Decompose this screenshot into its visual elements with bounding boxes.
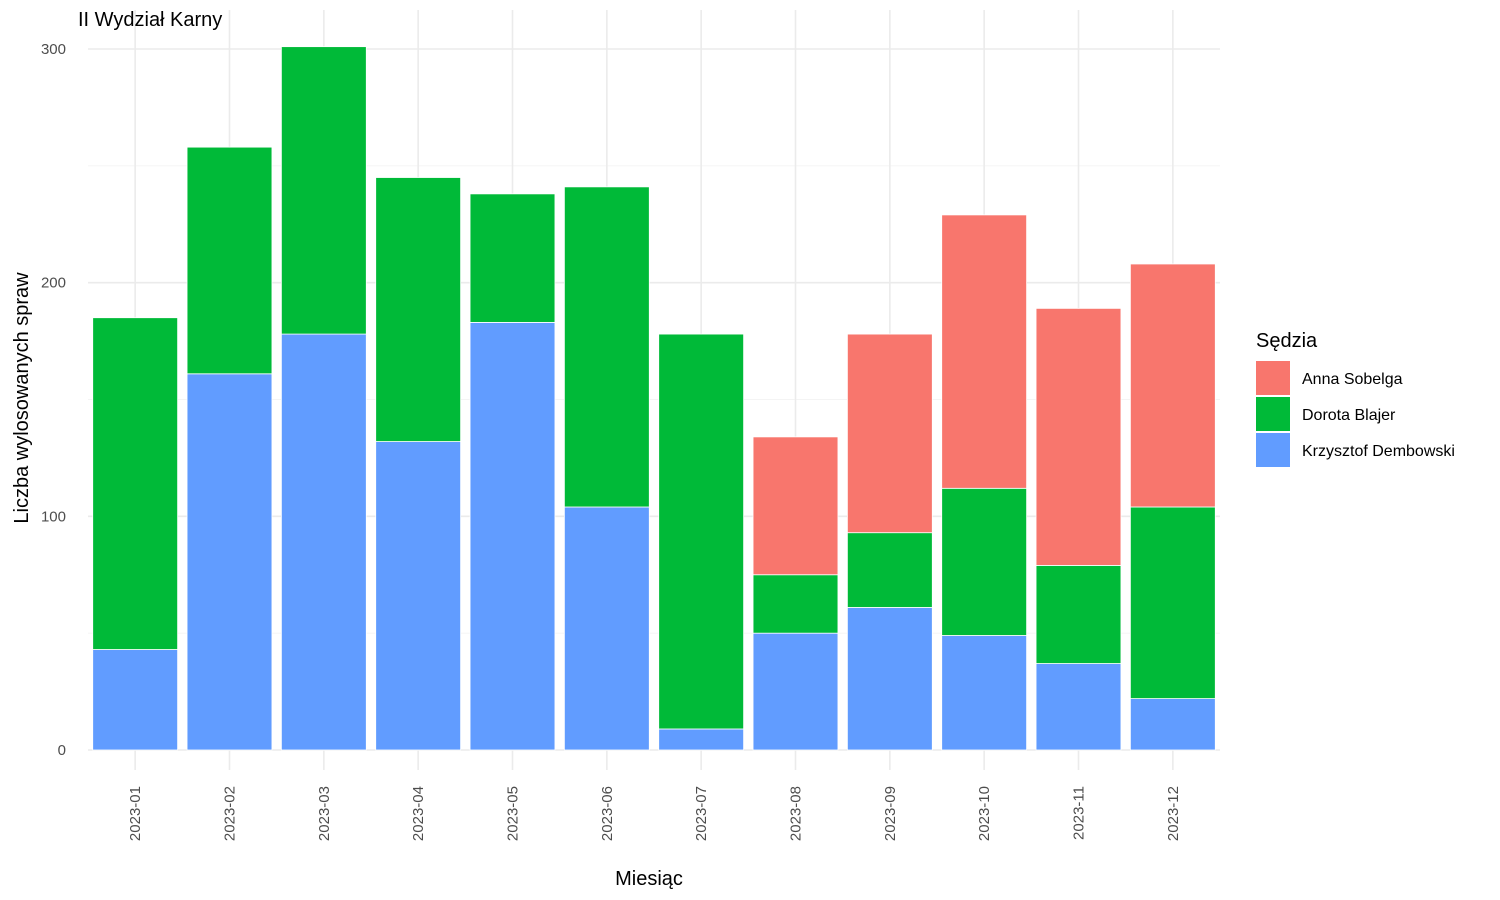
legend-key xyxy=(1256,433,1290,467)
legend-key xyxy=(1256,361,1290,395)
bar-segment xyxy=(375,177,462,442)
bar-segment xyxy=(846,532,933,608)
x-tick-label: 2023-10 xyxy=(976,786,993,841)
y-tick-label: 0 xyxy=(58,742,66,759)
bar-segment xyxy=(375,441,462,751)
x-tick-label: 2023-03 xyxy=(316,786,333,841)
bar-segment xyxy=(941,214,1028,489)
y-tick-label: 100 xyxy=(41,508,66,525)
bar-segment xyxy=(186,373,273,751)
bar-segment xyxy=(563,186,650,508)
bar-segment xyxy=(658,728,745,751)
bar-segment xyxy=(469,321,556,751)
bar-segment xyxy=(1129,506,1216,699)
x-tick-label: 2023-07 xyxy=(693,786,710,841)
bar-segment xyxy=(941,487,1028,636)
legend-label: Krzysztof Dembowski xyxy=(1302,443,1455,460)
bar-segment xyxy=(92,649,179,751)
x-tick-label: 2023-02 xyxy=(222,786,239,841)
y-tick-label: 300 xyxy=(41,41,66,58)
bar-segment xyxy=(1035,565,1122,664)
bar-segment xyxy=(92,317,179,650)
legend: Sędzia Anna Sobelga Dorota Blajer Krzyszto… xyxy=(1256,330,1455,467)
bar-segment xyxy=(280,333,367,751)
x-tick-label: 2023-12 xyxy=(1165,786,1182,841)
x-tick-label: 2023-09 xyxy=(882,786,899,841)
bar-segment xyxy=(846,607,933,751)
bar-segment xyxy=(1129,263,1216,508)
y-tick-label: 200 xyxy=(41,275,66,292)
bar-segment xyxy=(752,436,839,576)
bar-segment xyxy=(1035,307,1122,566)
chart-title: II Wydział Karny xyxy=(78,9,222,31)
bars xyxy=(92,46,1216,751)
y-axis-ticks: 0 100 200 300 xyxy=(41,41,66,759)
legend-label: Anna Sobelga xyxy=(1302,371,1403,388)
bar-segment xyxy=(186,146,273,375)
x-tick-label: 2023-08 xyxy=(788,786,805,841)
bar-segment xyxy=(1129,698,1216,751)
bar-segment xyxy=(752,632,839,751)
bar-segment xyxy=(658,333,745,730)
x-tick-label: 2023-11 xyxy=(1071,786,1088,840)
x-tick-label: 2023-05 xyxy=(505,786,522,841)
bar-segment xyxy=(469,193,556,323)
bar-segment xyxy=(941,635,1028,751)
legend-title: Sędzia xyxy=(1256,330,1318,352)
x-axis-title: Miesiąc xyxy=(615,868,683,890)
x-tick-label: 2023-04 xyxy=(410,786,427,841)
bar-segment xyxy=(752,574,839,634)
bar-segment xyxy=(280,46,367,335)
bar-segment xyxy=(563,506,650,751)
legend-label: Dorota Blajer xyxy=(1302,407,1396,424)
x-tick-label: 2023-06 xyxy=(599,786,616,841)
x-axis-ticks: 2023-01 2023-02 2023-03 2023-04 2023-05 2023-… xyxy=(127,786,1182,841)
legend-key xyxy=(1256,397,1290,431)
bar-segment xyxy=(846,333,933,534)
x-tick-label: 2023-01 xyxy=(127,786,144,841)
y-axis-title: Liczba wylosowanych spraw xyxy=(11,272,33,524)
bar-segment xyxy=(1035,663,1122,751)
